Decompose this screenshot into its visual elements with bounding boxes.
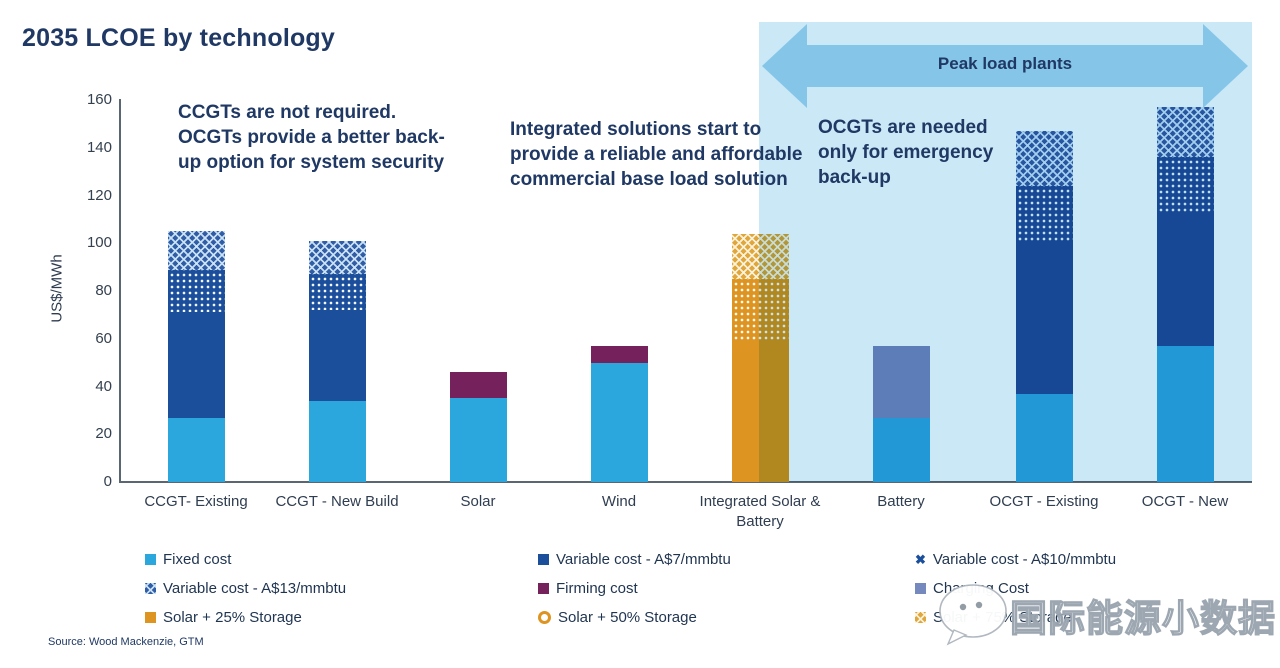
legend-item: Solar + 25% Storage xyxy=(145,607,302,627)
legend-label: Variable cost - A$13/mmbtu xyxy=(163,579,347,597)
legend-swatch-icon xyxy=(915,611,926,623)
bar-segment xyxy=(167,312,225,418)
y-tick-label: 140 xyxy=(86,138,112,156)
x-category-label: OCGT - Existing xyxy=(989,493,1099,510)
y-axis-line xyxy=(119,99,121,483)
y-tick-label: 80 xyxy=(95,282,112,299)
bar-segment xyxy=(449,398,507,482)
y-tick-label: 160 xyxy=(86,91,112,108)
legend-swatch-icon xyxy=(538,553,549,565)
x-axis-line xyxy=(119,481,1252,483)
source-note: Source: Wood Mackenzie, GTM xyxy=(48,636,204,648)
y-tick-label: 40 xyxy=(95,377,112,395)
legend-swatch-icon xyxy=(145,582,156,594)
peak-region-label: Peak load plants xyxy=(937,54,1073,73)
bar-segment xyxy=(590,345,648,363)
bar-segment xyxy=(308,274,366,311)
x-category-label: Battery xyxy=(877,493,925,510)
bar-segment xyxy=(590,362,648,482)
legend-swatch-icon xyxy=(538,582,549,594)
bar-segment xyxy=(308,240,366,275)
y-tick-label: 0 xyxy=(103,473,112,490)
watermark-text: 国际能源小数据 xyxy=(1009,597,1276,639)
legend-label: Fixed cost xyxy=(163,550,232,568)
peak-load-region xyxy=(759,22,1252,482)
legend-swatch-icon xyxy=(915,582,926,594)
y-tick-label: 120 xyxy=(86,186,112,204)
bar-segment xyxy=(167,417,225,482)
x-category-label: CCGT- Existing xyxy=(144,493,248,510)
double-arrow-icon xyxy=(762,24,1248,108)
peak-load-arrow xyxy=(762,24,1248,108)
legend-label: Solar + 25% Storage xyxy=(163,608,302,626)
legend-label: Solar + 50% Storage xyxy=(558,608,697,626)
bar-segment xyxy=(308,310,366,401)
legend-item: Fixed cost xyxy=(145,549,231,569)
x-category-label: Solar xyxy=(460,493,496,510)
legend-item: Variable cost - A$13/mmbtu xyxy=(145,578,346,598)
legend-item: Variable cost - A$7/mmbtu xyxy=(538,549,731,569)
y-tick-label: 100 xyxy=(86,234,112,252)
legend-item: Solar + 50% Storage xyxy=(538,607,697,627)
legend-item: Firming cost xyxy=(538,578,638,598)
legend-label: Firming cost xyxy=(556,579,638,597)
y-tick-label: 20 xyxy=(95,425,112,443)
legend-swatch-icon xyxy=(538,610,551,624)
annotation-ocgt: OCGTs are needed only for emergency back… xyxy=(818,117,994,189)
watermark: 国际能源小数据 xyxy=(936,577,1280,652)
x-category-label: Integrated Solar & Battery xyxy=(699,493,821,531)
legend-item: ✖ Variable cost - A$10/mmbtu xyxy=(915,549,1116,569)
x-category-label: CCGT - New Build xyxy=(275,493,399,510)
chat-bubble-icon xyxy=(939,583,1007,645)
legend-swatch-icon xyxy=(145,611,156,623)
annotation-integrated: Integrated solutions start to provide a … xyxy=(510,119,803,191)
bar-segment xyxy=(449,372,507,399)
legend-swatch-icon: ✖ xyxy=(915,551,926,567)
legend-label: Variable cost - A$10/mmbtu xyxy=(932,550,1117,568)
page-title: 2035 LCOE by technology xyxy=(22,24,336,52)
x-category-label: OCGT - New xyxy=(1141,493,1229,510)
x-category-label: Wind xyxy=(601,493,637,510)
y-tick-label: 60 xyxy=(95,329,112,347)
legend-swatch-icon xyxy=(145,553,156,565)
bar-segment xyxy=(308,400,366,482)
bar-segment xyxy=(167,231,225,270)
annotation-ccgt: CCGTs are not required. OCGTs provide a … xyxy=(178,102,445,174)
bar-segment xyxy=(167,269,225,313)
y-axis-label: US$/MWh xyxy=(48,254,66,323)
legend-label: Variable cost - A$7/mmbtu xyxy=(556,550,731,568)
